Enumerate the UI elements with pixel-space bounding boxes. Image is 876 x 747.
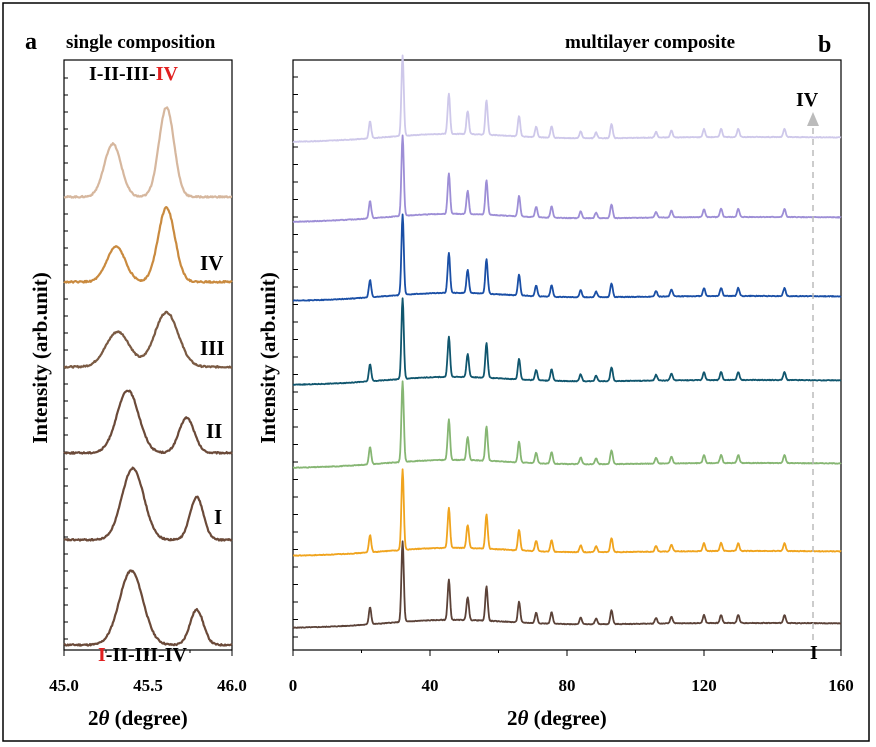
panel-b-x-tick-label: 160 xyxy=(828,676,854,695)
panel-a-series-line xyxy=(63,106,233,199)
panel-b-title: multilayer composite xyxy=(565,32,735,53)
panel-a-series-label: IV xyxy=(200,251,223,275)
panel-a-series-line xyxy=(63,310,233,369)
panel-b-y-axis-label: Intensity (arb.unit) xyxy=(256,272,280,444)
panel-a-x-tick-label: 45.5 xyxy=(133,676,163,695)
panel-a-x-tick-labels: 45.0 45.5 46.0 xyxy=(49,676,247,695)
panel-a-series-label: III xyxy=(200,336,225,360)
panel-a-series-label: II xyxy=(206,419,222,443)
panel-b-x-tick-label: 120 xyxy=(691,676,717,695)
panel-b-x-tick-label: 0 xyxy=(289,676,298,695)
panel-b-arrow-head xyxy=(807,112,819,126)
panel-a-letter: a xyxy=(25,29,37,55)
panel-b-letter: b xyxy=(818,32,831,58)
panel-b-x-axis-label: 2θ (degree) xyxy=(507,706,607,730)
panel-a-title: single composition xyxy=(66,32,216,53)
panel-a-x-tick-label: 46.0 xyxy=(217,676,247,695)
panel-a-series-line xyxy=(63,466,233,542)
panel-b-x-tick-labels: 0 40 80 120 160 xyxy=(289,676,854,695)
panel-a-y-axis-label: Intensity (arb.unit) xyxy=(28,272,52,444)
panel-b-x-tick-label: 80 xyxy=(559,676,576,695)
panel-a-series-label: I xyxy=(214,505,222,529)
panel-b-series-line xyxy=(292,213,842,302)
panel-a-top-label: I-II-III-IV xyxy=(89,63,178,85)
panel-b-series-line xyxy=(292,134,842,223)
panel-a-x-tick-label: 45.0 xyxy=(49,676,79,695)
panel-a-bottom-label: I-II-III-IV xyxy=(98,644,187,666)
panel-b-series-line xyxy=(292,468,842,557)
panel-b-series-line xyxy=(292,297,842,386)
panel-a-series-line xyxy=(63,206,233,284)
panel-b-series-line xyxy=(292,54,842,143)
panel-a-series-line xyxy=(63,569,233,647)
panel-b-frame xyxy=(292,59,842,651)
panel-b: multilayer composite b 0 40 80 120 160 IV I … xyxy=(256,32,854,730)
panel-a-ticks xyxy=(63,77,233,656)
panel-b-series-line xyxy=(292,540,842,629)
panel-b-series-line xyxy=(292,380,842,469)
panel-b-x-tick-label: 40 xyxy=(422,676,439,695)
panel-a-x-axis-label: 2θ (degree) xyxy=(88,706,188,730)
panel-b-arrow-bottom-label: I xyxy=(810,642,818,664)
panel-b-arrow-top-label: IV xyxy=(796,89,819,111)
panel-b-series-group xyxy=(292,54,842,629)
panel-a-series-line xyxy=(63,389,233,455)
panel-b-ticks xyxy=(292,76,842,656)
